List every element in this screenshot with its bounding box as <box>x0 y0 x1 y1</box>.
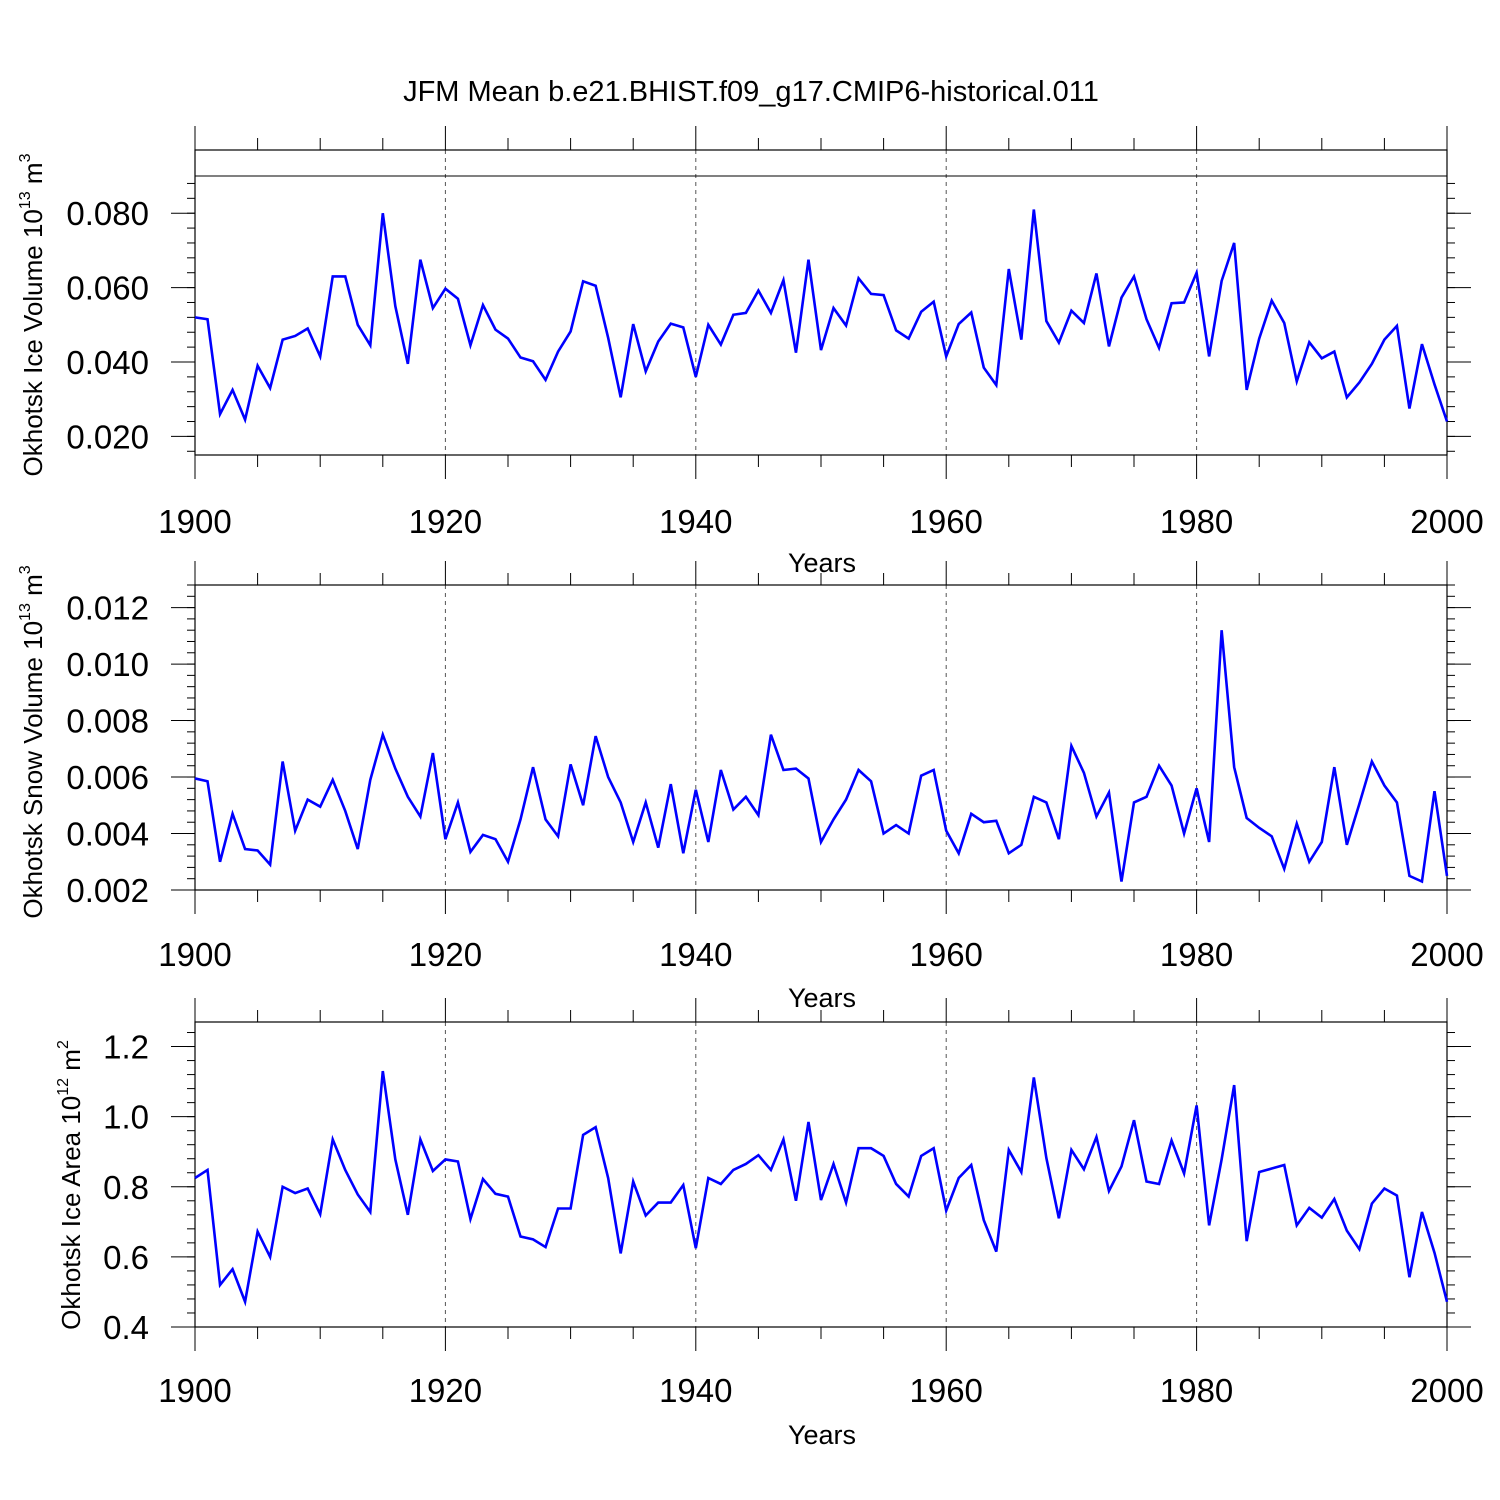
chart-panel-2: 0.002 0.004 0.006 0.008 0.010 0.012 1900 1920 19… <box>17 561 1484 1013</box>
x-tick-label: 1900 <box>158 936 231 973</box>
x-axis-label: Years <box>788 548 856 578</box>
x-tick-label: 1920 <box>409 1372 482 1409</box>
data-series-line <box>194 209 1449 424</box>
y-tick-label: 0.012 <box>66 590 149 627</box>
y-tick-label: 1.0 <box>103 1099 149 1136</box>
x-tick-label: 1920 <box>409 936 482 973</box>
x-tick-label: 1960 <box>909 1372 982 1409</box>
y-tick-label: 0.8 <box>103 1169 149 1206</box>
y-axis-label: Okhotsk Ice Area 1012 m2 <box>55 1040 86 1330</box>
x-axis-label: Years <box>788 1420 856 1450</box>
y-tick-label: 0.020 <box>66 418 149 455</box>
y-axis-label: Okhotsk Snow Volume 1013 m3 <box>17 565 48 918</box>
data-series-line <box>194 630 1449 884</box>
y-tick-label: 0.006 <box>66 759 149 796</box>
y-axis-label: Okhotsk Ice Volume 1013 m3 <box>17 153 48 476</box>
x-tick-label: 1980 <box>1160 936 1233 973</box>
y-tick-label: 0.010 <box>66 646 149 683</box>
y-tick-label: 0.008 <box>66 703 149 740</box>
x-axis-label: Years <box>788 983 856 1013</box>
x-tick-label: 1960 <box>909 936 982 973</box>
y-tick-label: 0.004 <box>66 816 149 853</box>
x-tick-label: 1900 <box>158 503 231 540</box>
y-tick-label: 0.040 <box>66 344 149 381</box>
chart-panel-1: 0.020 0.040 0.060 0.080 1900 1920 1940 1960 1980… <box>17 126 1484 578</box>
y-tick-label: 0.002 <box>66 872 149 909</box>
x-tick-label: 1960 <box>909 503 982 540</box>
data-series-line <box>194 1070 1449 1307</box>
x-tick-label: 2000 <box>1410 936 1483 973</box>
x-tick-label: 1920 <box>409 503 482 540</box>
x-tick-label: 1900 <box>158 1372 231 1409</box>
x-tick-label: 1980 <box>1160 1372 1233 1409</box>
y-tick-label: 0.6 <box>103 1239 149 1276</box>
x-tick-label: 1940 <box>659 1372 732 1409</box>
x-tick-label: 2000 <box>1410 503 1483 540</box>
figure-title: JFM Mean b.e21.BHIST.f09_g17.CMIP6-histo… <box>403 76 1099 108</box>
y-tick-label: 0.080 <box>66 195 149 232</box>
x-tick-label: 1940 <box>659 503 732 540</box>
y-tick-label: 0.060 <box>66 270 149 307</box>
x-tick-label: 1980 <box>1160 503 1233 540</box>
x-tick-label: 2000 <box>1410 1372 1483 1409</box>
y-tick-label: 1.2 <box>103 1029 149 1066</box>
chart-panel-3: 0.4 0.6 0.8 1.0 1.2 1900 1920 1940 1960 1980 2000 Y… <box>55 998 1484 1450</box>
y-tick-label: 0.4 <box>103 1309 149 1346</box>
x-tick-label: 1940 <box>659 936 732 973</box>
